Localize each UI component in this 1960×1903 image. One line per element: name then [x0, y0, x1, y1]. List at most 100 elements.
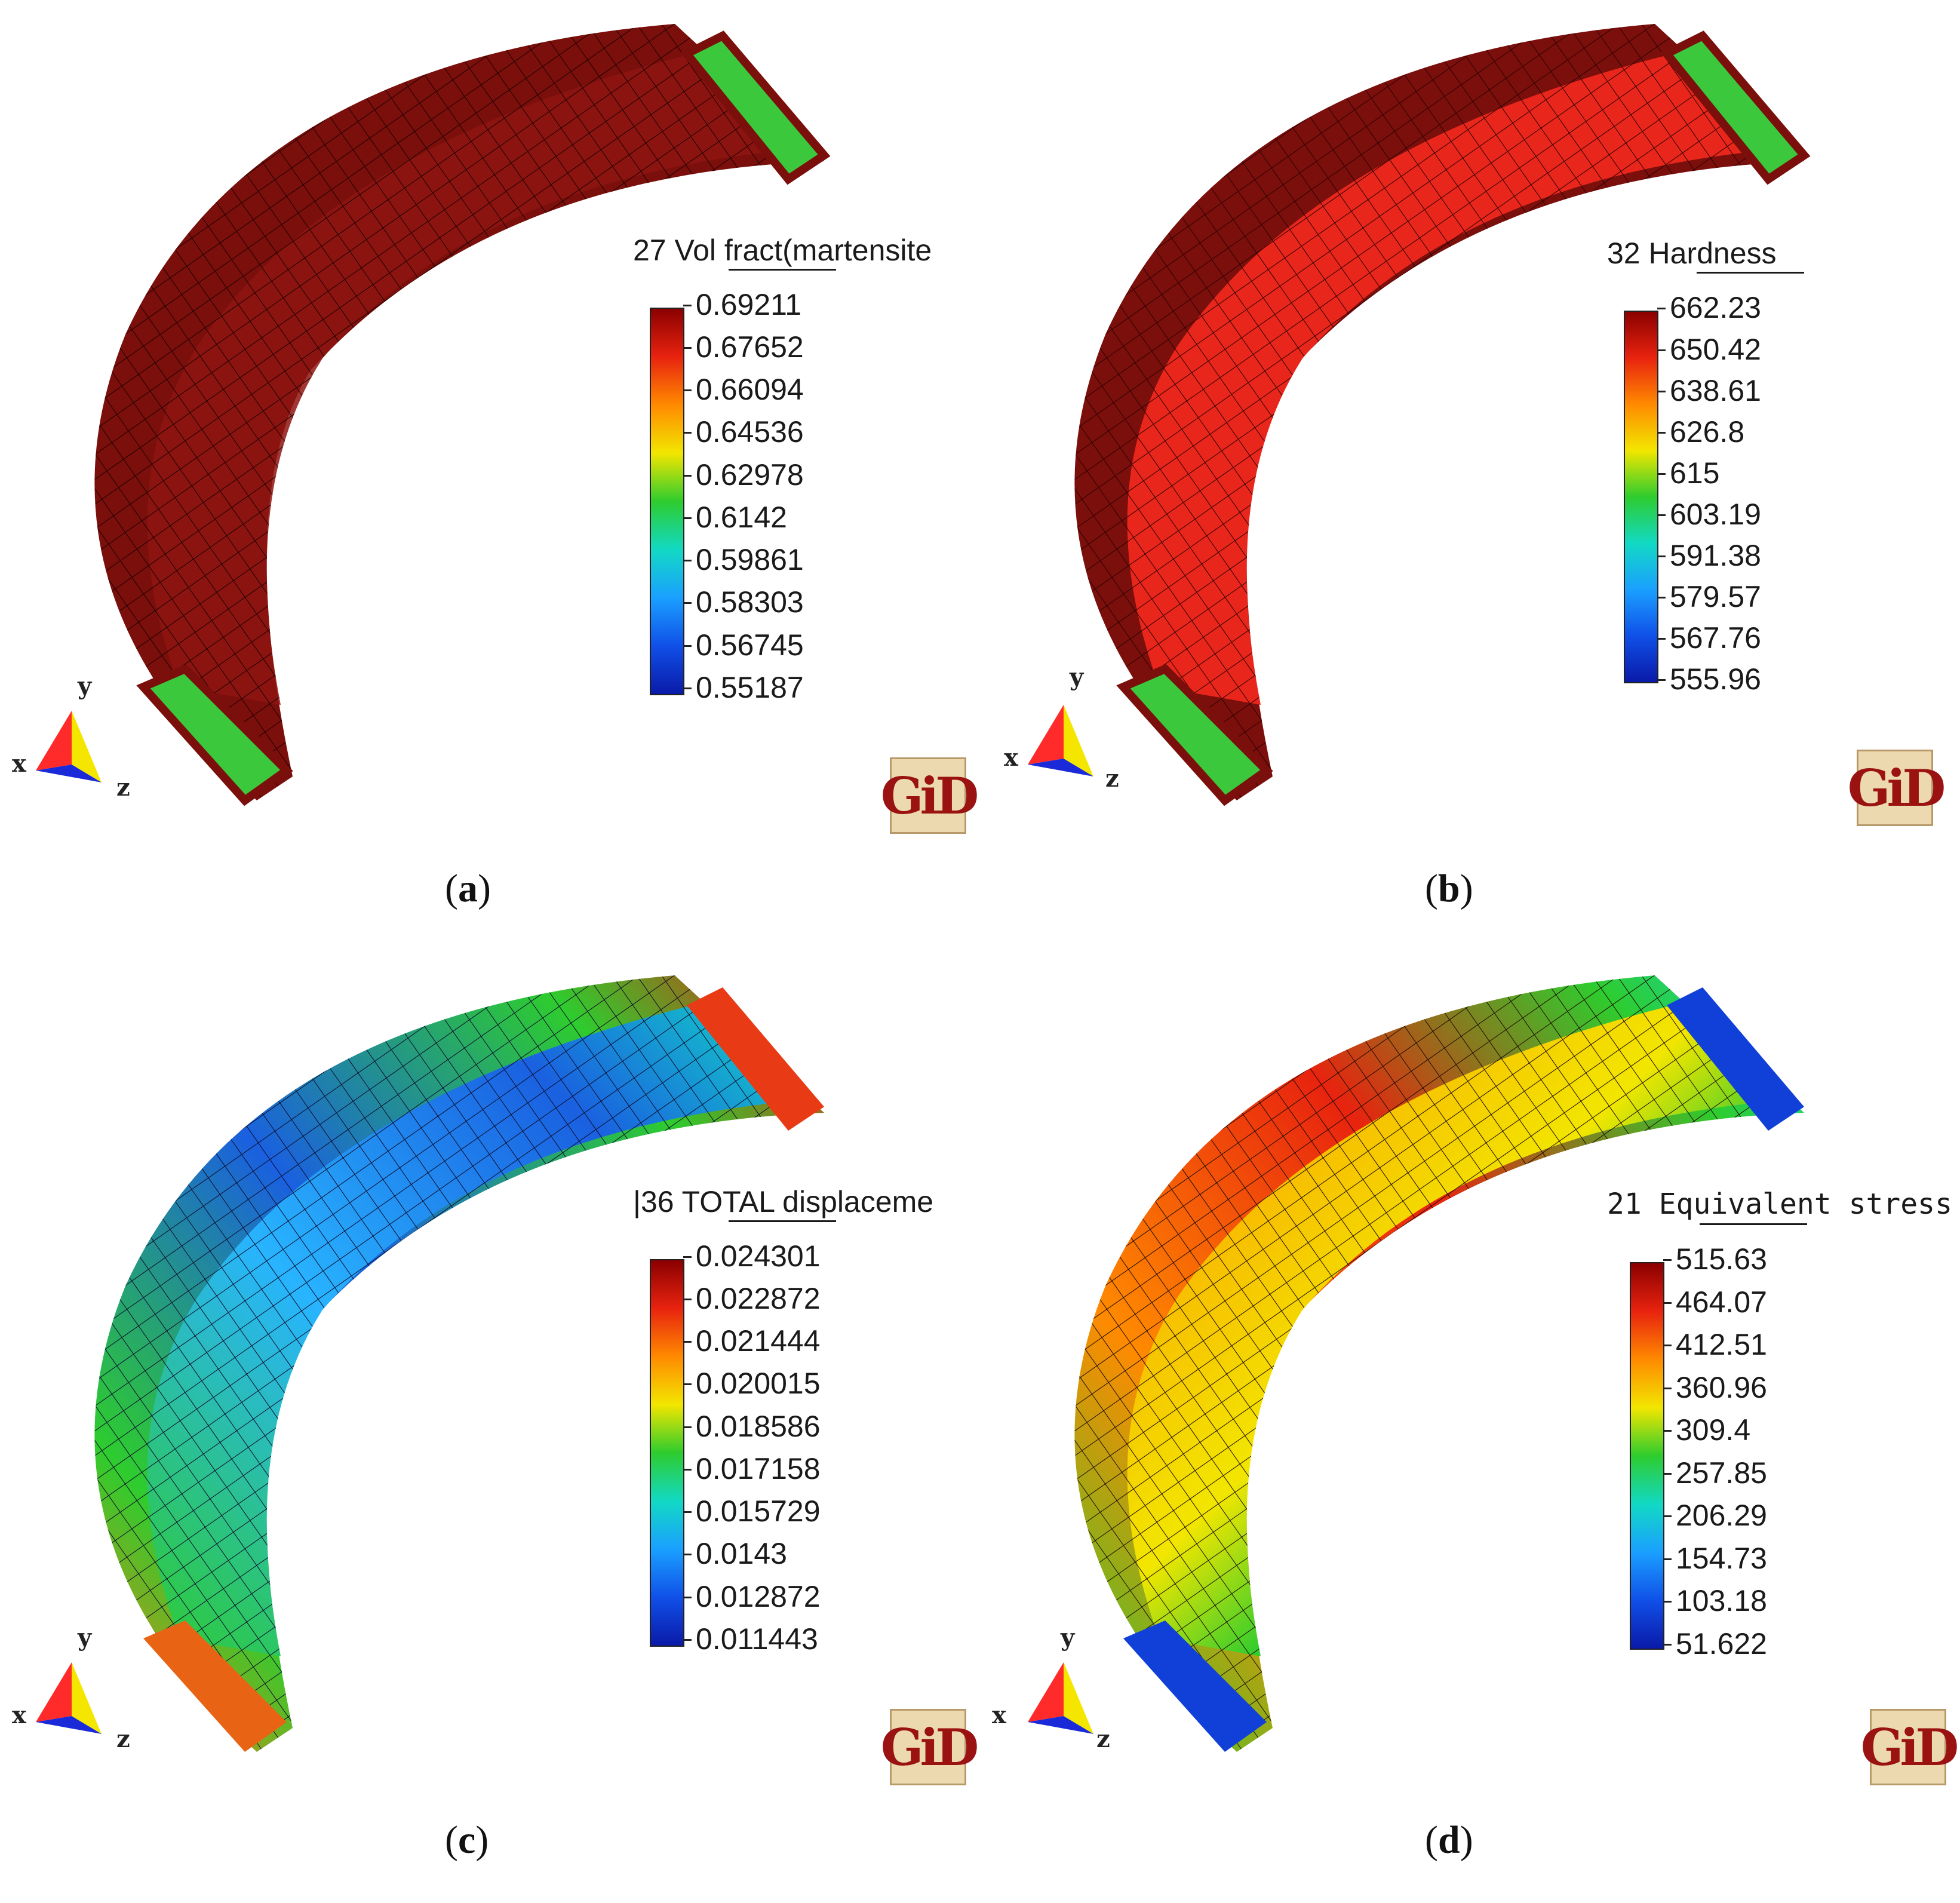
panel-a: 27 Vol fract(martensite 0.69211 0.67652 …	[0, 0, 980, 952]
panel-caption: (c)	[445, 1818, 489, 1862]
colorbar-label: 0.024301	[696, 1239, 821, 1273]
colorbar-tick	[683, 347, 692, 349]
colorbar-label: 579.57	[1670, 580, 1761, 613]
fem-ring-model	[94, 975, 825, 1752]
colorbar-tick	[1663, 1473, 1672, 1475]
fem-ring-model	[1074, 975, 1804, 1752]
colorbar-tick	[683, 1383, 692, 1385]
axis-label-y: y	[1061, 1623, 1075, 1652]
colorbar-tick	[1657, 555, 1666, 557]
colorbar-tick	[1657, 432, 1666, 434]
colorbar-label: 0.018586	[696, 1410, 821, 1443]
colorbar-label: 626.8	[1670, 415, 1745, 449]
colorbar-tick	[683, 1554, 692, 1555]
colorbar-tick	[1663, 1558, 1672, 1560]
colorbar-label: 0.015729	[696, 1494, 821, 1528]
axis-triad-icon	[36, 711, 102, 782]
colorbar-tick	[1663, 1259, 1672, 1261]
colorbar-label: 0.022872	[696, 1282, 821, 1315]
gid-logo: GiD	[1861, 1709, 1959, 1785]
colorbar-label: 51.622	[1676, 1627, 1767, 1660]
colorbar-label: 0.62978	[696, 458, 804, 492]
colorbar-label: 309.4	[1676, 1413, 1751, 1447]
axis-label-x: x	[12, 1701, 26, 1729]
caption-letter: c	[457, 1818, 476, 1862]
gid-logo: GiD	[881, 1709, 979, 1785]
colorbar-tick	[683, 517, 692, 519]
colorbar-label: 0.67652	[696, 330, 804, 364]
legend-title: 27 Vol fract(martensite	[633, 234, 932, 267]
colorbar-label: 360.96	[1676, 1371, 1767, 1404]
axis-label-z: z	[116, 774, 130, 802]
colorbar-tick	[1657, 349, 1666, 351]
colorbar-label: 567.76	[1670, 621, 1761, 655]
axis-label-y: y	[78, 672, 92, 700]
colorbar-label: 0.56745	[696, 628, 804, 662]
colorbar-tick	[1663, 1601, 1672, 1603]
colorbar-label: 257.85	[1676, 1456, 1767, 1490]
legend-title: 21 Equivalent stress	[1607, 1187, 1952, 1221]
colorbar	[650, 308, 684, 695]
colorbar-tick	[683, 432, 692, 434]
colorbar-label: 154.73	[1676, 1542, 1767, 1575]
colorbar-tick	[683, 475, 692, 477]
colorbar-tick	[683, 687, 692, 689]
axis-label-x: x	[992, 1701, 1006, 1729]
colorbar-tick	[1663, 1302, 1672, 1304]
axis-label-y: y	[1070, 663, 1084, 691]
colorbar-label: 515.63	[1676, 1242, 1767, 1276]
legend-title: 32 Hardness	[1607, 237, 1777, 270]
colorbar-label: 0.58303	[696, 585, 804, 619]
colorbar-tick	[1663, 1388, 1672, 1389]
colorbar-tick	[1663, 1515, 1672, 1517]
axis-triad-icon	[1028, 705, 1093, 776]
colorbar-label: 0.021444	[696, 1324, 821, 1358]
colorbar-tick	[683, 1299, 692, 1300]
colorbar-tick	[1663, 1430, 1672, 1432]
colorbar-tick	[1657, 679, 1666, 681]
colorbar-label: 103.18	[1676, 1584, 1767, 1617]
legend-title: |36 TOTAL displaceme	[633, 1185, 934, 1218]
colorbar-label: 412.51	[1676, 1328, 1767, 1361]
axis-label-x: x	[12, 750, 26, 778]
fem-ring-model	[94, 24, 831, 806]
colorbar-label: 464.07	[1676, 1285, 1767, 1319]
axis-triad-icon	[36, 1662, 102, 1734]
colorbar-tick	[683, 602, 692, 604]
colorbar-label: 0.020015	[696, 1367, 821, 1400]
colorbar	[650, 1259, 684, 1647]
colorbar	[1630, 1262, 1664, 1650]
axis-label-x: x	[1004, 744, 1018, 772]
panel-d: 21 Equivalent stress 515.63 464.07 412.5…	[980, 952, 1960, 1903]
legend-title-underline	[1697, 272, 1804, 274]
colorbar-label: 0.69211	[696, 288, 802, 321]
colorbar-tick	[1657, 597, 1666, 598]
colorbar-label: 0.0143	[696, 1537, 787, 1570]
colorbar-label: 0.012872	[696, 1580, 821, 1613]
legend-title-underline	[729, 1220, 836, 1222]
panel-caption: (a)	[445, 867, 491, 910]
colorbar-tick	[683, 1511, 692, 1513]
legend-title-underline	[729, 269, 836, 271]
axis-triad-icon	[1028, 1662, 1093, 1734]
colorbar-tick	[683, 305, 692, 306]
colorbar-label: 615	[1670, 456, 1720, 490]
axis-label-z: z	[1096, 1725, 1110, 1753]
colorbar	[1624, 311, 1658, 683]
colorbar-tick	[683, 1597, 692, 1598]
colorbar-tick	[683, 1341, 692, 1343]
colorbar-tick	[683, 1426, 692, 1428]
colorbar-label: 0.017158	[696, 1452, 821, 1485]
colorbar-label: 0.59861	[696, 543, 804, 576]
colorbar-label: 555.96	[1670, 662, 1761, 696]
colorbar-tick	[1657, 308, 1666, 309]
colorbar-tick	[1663, 1345, 1672, 1346]
colorbar-label: 0.64536	[696, 415, 804, 449]
colorbar-tick	[683, 1256, 692, 1258]
colorbar-label: 0.6142	[696, 501, 787, 534]
axis-label-z: z	[1105, 765, 1119, 793]
panel-c: |36 TOTAL displaceme 0.024301 0.022872 0…	[0, 952, 980, 1903]
gid-logo: GiD	[881, 757, 979, 834]
colorbar-tick	[1657, 473, 1666, 475]
panel-caption: (d)	[1425, 1818, 1473, 1862]
